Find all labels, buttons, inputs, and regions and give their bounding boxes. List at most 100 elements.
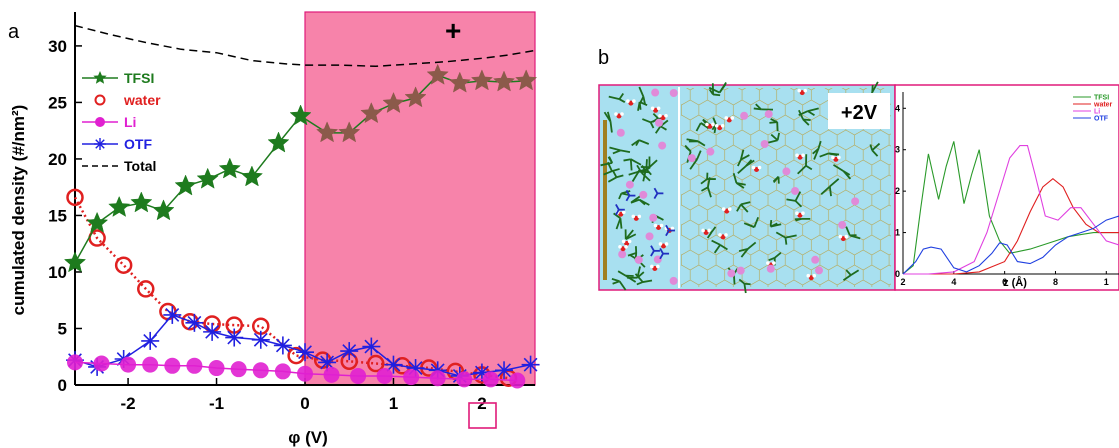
li-ion bbox=[625, 180, 634, 189]
li-ion bbox=[651, 88, 660, 97]
tfsi-point bbox=[289, 104, 312, 126]
data-series bbox=[63, 24, 540, 389]
otf-molecule bbox=[653, 187, 664, 199]
tfsi-point bbox=[426, 63, 449, 85]
otf-point bbox=[340, 342, 359, 361]
water-point bbox=[287, 346, 305, 365]
tfsi-point bbox=[152, 199, 175, 221]
tfsi-molecule bbox=[636, 164, 651, 182]
tfsi-molecule bbox=[743, 217, 760, 228]
inset-y-tick-label: 4 bbox=[895, 103, 900, 113]
tfsi-molecule bbox=[623, 158, 642, 171]
otf-molecule bbox=[625, 189, 636, 202]
inset-legend-item-otf: OTF bbox=[1073, 116, 1109, 123]
otf-point bbox=[296, 343, 314, 362]
legend: TFSI water Li OTF Total bbox=[82, 70, 161, 174]
otf-point bbox=[141, 331, 160, 350]
tfsi-molecule bbox=[736, 201, 751, 213]
tfsi-molecule bbox=[820, 178, 840, 197]
y-tick-label: 10 bbox=[48, 263, 67, 282]
li-ion bbox=[740, 111, 749, 120]
inset-x-tick-label: 4 bbox=[951, 277, 956, 287]
li-point bbox=[230, 361, 247, 378]
tfsi-point bbox=[86, 211, 109, 233]
otf-molecule bbox=[615, 204, 625, 216]
tfsi-molecule bbox=[738, 278, 751, 294]
tfsi-molecule bbox=[611, 278, 627, 291]
otf-point bbox=[163, 305, 182, 324]
potential-label-box bbox=[828, 93, 890, 129]
otf-point bbox=[273, 336, 292, 355]
legend-label: Li bbox=[124, 114, 136, 130]
x-axis-label: φ (V) bbox=[288, 428, 328, 447]
tfsi-point bbox=[108, 195, 131, 217]
li-point bbox=[403, 369, 420, 386]
water-molecule bbox=[653, 223, 664, 230]
y-tick-label: 30 bbox=[48, 37, 67, 56]
water-molecule bbox=[621, 239, 632, 246]
tfsi-molecule bbox=[737, 159, 755, 175]
li-ion bbox=[645, 232, 654, 241]
li-point bbox=[482, 371, 499, 388]
li-point bbox=[67, 354, 83, 371]
water-molecule bbox=[631, 214, 642, 221]
li-ion bbox=[618, 250, 627, 259]
tfsi-point bbox=[63, 251, 87, 273]
x-tick-label: 1 bbox=[389, 394, 398, 413]
tfsi-point bbox=[338, 121, 361, 143]
y-tick-label: 15 bbox=[48, 206, 67, 225]
water-molecule bbox=[714, 123, 725, 131]
li-point bbox=[456, 371, 473, 388]
tfsi-molecule bbox=[869, 142, 881, 157]
li-point bbox=[93, 355, 110, 372]
water-molecule bbox=[701, 228, 711, 235]
tfsi-molecule bbox=[708, 82, 727, 94]
otf-point bbox=[251, 330, 270, 349]
tfsi-molecule bbox=[613, 212, 623, 230]
inset-series-li bbox=[903, 145, 1119, 275]
li-ion bbox=[782, 167, 791, 176]
panel-b-letter: b bbox=[598, 47, 609, 69]
tfsi-molecule bbox=[797, 154, 813, 175]
tfsi-point bbox=[130, 191, 153, 213]
tfsi-point bbox=[240, 165, 264, 187]
tfsi-point bbox=[196, 167, 219, 189]
inset-y-tick-label: 0 bbox=[895, 269, 900, 279]
tfsi-molecule bbox=[786, 191, 803, 208]
plus-marker: + bbox=[445, 15, 461, 46]
tfsi-molecule bbox=[738, 241, 757, 258]
otf-molecule bbox=[659, 247, 670, 260]
li-ion bbox=[669, 88, 678, 97]
inset-legend-label: water bbox=[1093, 102, 1113, 109]
li-point bbox=[350, 367, 367, 384]
water-molecule bbox=[721, 207, 732, 214]
water-molecule bbox=[626, 99, 636, 106]
water-point bbox=[66, 188, 84, 207]
x-tick-label: -1 bbox=[209, 394, 224, 413]
legend-label: TFSI bbox=[124, 70, 154, 86]
water-molecule bbox=[838, 234, 849, 242]
legend-item-total: Total bbox=[82, 158, 156, 174]
inset-series-water bbox=[903, 177, 1119, 275]
legend-label: water bbox=[123, 92, 161, 108]
legend-item-li: Li bbox=[82, 114, 136, 130]
water-molecule bbox=[724, 116, 735, 123]
li-point bbox=[323, 366, 340, 383]
tfsi-point bbox=[448, 71, 471, 93]
tfsi-molecule bbox=[708, 83, 721, 97]
x-tick-label: -2 bbox=[121, 394, 136, 413]
li-point bbox=[297, 365, 313, 382]
water-molecule bbox=[795, 153, 805, 160]
li-ion bbox=[654, 118, 663, 127]
tfsi-molecule bbox=[812, 140, 822, 160]
li-ion bbox=[814, 266, 823, 275]
tfsi-molecule bbox=[753, 103, 774, 111]
otf-point bbox=[185, 313, 204, 332]
li-ion bbox=[616, 128, 625, 137]
tfsi-molecule bbox=[737, 149, 750, 167]
panel-a-letter: a bbox=[8, 21, 20, 43]
li-ion bbox=[639, 190, 648, 199]
